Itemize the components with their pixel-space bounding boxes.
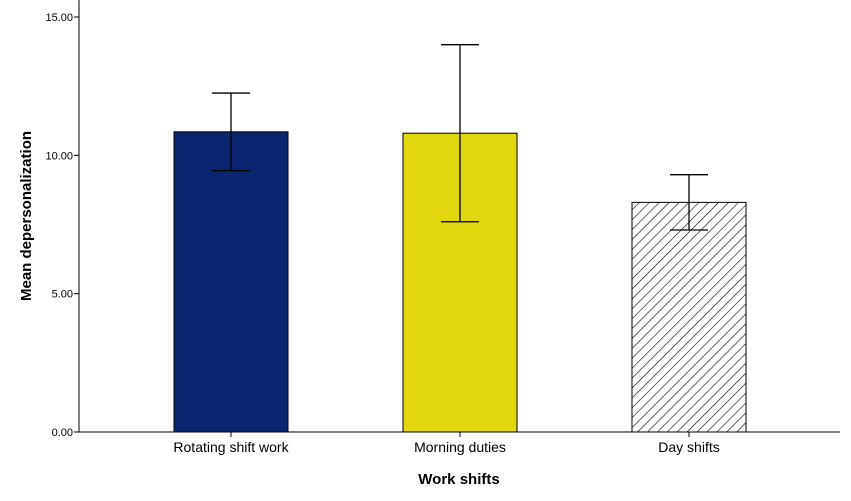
y-axis-title: Mean depersonalization — [18, 131, 35, 301]
x-axis-title: Work shifts — [418, 471, 499, 488]
bar-day-shifts — [631, 201, 747, 433]
x-tick-label: Morning duties — [414, 439, 506, 455]
bar-rotating-shift-work — [173, 131, 289, 433]
y-tick-label: 0.00 — [52, 427, 73, 439]
plot-area: 0.00 5.00 10.00 15.00 Rotating shift work Mor… — [45, 0, 840, 455]
y-tick-label: 10.00 — [45, 150, 73, 162]
x-tick-label: Day shifts — [658, 439, 719, 455]
x-tick-label: Rotating shift work — [173, 439, 289, 455]
y-tick-label: 15.00 — [45, 12, 73, 24]
y-tick-label: 5.00 — [52, 289, 73, 301]
